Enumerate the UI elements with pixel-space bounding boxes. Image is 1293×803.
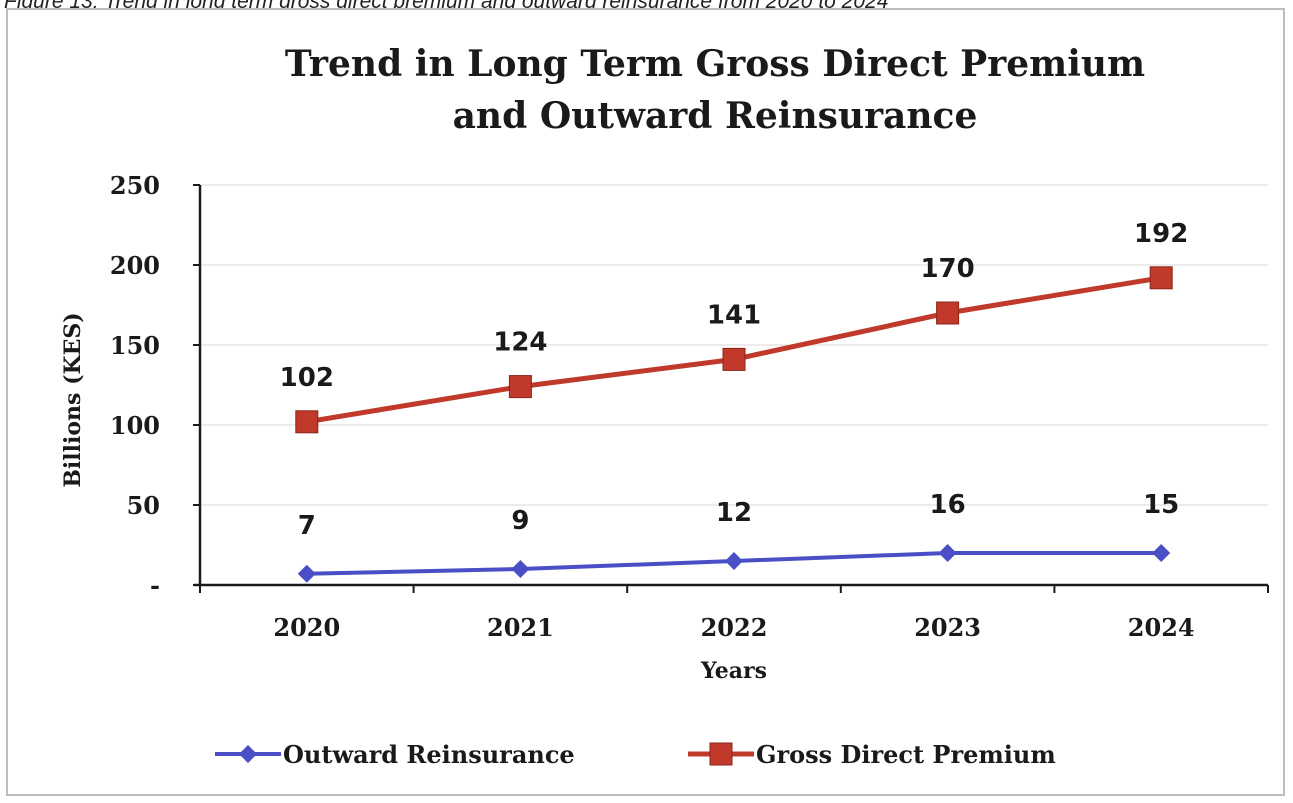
data-label-outward-reinsurance-2020: 7: [298, 511, 316, 541]
x-tick-label-2021: 2021: [487, 613, 554, 642]
data-point-outward-reinsurance-2021: [511, 560, 530, 578]
y-axis-title: Billions (KES): [60, 312, 86, 487]
data-label-gross-direct-premium-2021: 124: [493, 328, 547, 358]
y-tick-label: 150: [110, 331, 160, 360]
x-axis-title: Years: [700, 658, 767, 684]
data-point-gross-direct-premium-2024: [1149, 266, 1173, 290]
series: [295, 266, 1173, 583]
x-tick-label-2024: 2024: [1128, 613, 1195, 642]
chart-title-line-2: and Outward Reinsurance: [453, 95, 978, 137]
data-label-gross-direct-premium-2024: 192: [1134, 219, 1188, 249]
data-label-outward-reinsurance-2022: 12: [716, 498, 752, 528]
data-label-gross-direct-premium-2023: 170: [920, 254, 974, 284]
data-point-outward-reinsurance-2024: [1152, 544, 1171, 562]
legend-marker-outward-reinsurance: [239, 745, 257, 763]
data-label-gross-direct-premium-2022: 141: [707, 300, 761, 330]
legend: Outward Reinsurance Gross Direct Premium: [215, 740, 1056, 769]
y-tick-label: 200: [110, 251, 160, 280]
data-point-outward-reinsurance-2020: [297, 564, 316, 583]
x-tick-label-2020: 2020: [273, 613, 340, 642]
grid-lines: [200, 184, 1268, 506]
y-tick-label: 250: [110, 171, 160, 200]
legend-label-outward-reinsurance: Outward Reinsurance: [283, 740, 575, 769]
y-tick-label: 100: [110, 411, 160, 440]
legend-label-gross-direct-premium: Gross Direct Premium: [756, 740, 1056, 769]
x-tick-label-2023: 2023: [914, 613, 981, 642]
chart-title-line-1: Trend in Long Term Gross Direct Premium: [285, 43, 1145, 85]
axes: [194, 185, 1268, 587]
data-label-outward-reinsurance-2024: 15: [1143, 490, 1179, 520]
data-point-gross-direct-premium-2023: [936, 301, 960, 325]
y-tick-label: 50: [127, 491, 160, 520]
legend-marker-gross-direct-premium: [709, 742, 733, 766]
data-label-outward-reinsurance-2023: 16: [930, 490, 966, 520]
x-tick-label-2022: 2022: [701, 613, 768, 642]
y-tick-label: -: [150, 571, 160, 600]
data-point-outward-reinsurance-2023: [938, 544, 957, 562]
y-axis-ticks: - 50 100 150 200 250: [110, 171, 200, 600]
data-point-outward-reinsurance-2022: [725, 552, 743, 570]
chart-frame: [6, 8, 1285, 796]
chart-title: Trend in Long Term Gross Direct Premium a…: [285, 43, 1145, 137]
data-point-gross-direct-premium-2020: [295, 410, 319, 434]
axis-labels: Years Billions (KES): [60, 312, 767, 684]
data-label-outward-reinsurance-2021: 9: [511, 506, 529, 536]
data-point-gross-direct-premium-2021: [508, 375, 532, 399]
data-label-gross-direct-premium-2020: 102: [280, 363, 334, 393]
data-labels: 7 9 12 16 15 102 124 141 170 192: [280, 219, 1189, 541]
x-axis-ticks: 2020 2021 2022 2023 2024: [199, 585, 1269, 642]
data-point-gross-direct-premium-2022: [722, 347, 746, 371]
